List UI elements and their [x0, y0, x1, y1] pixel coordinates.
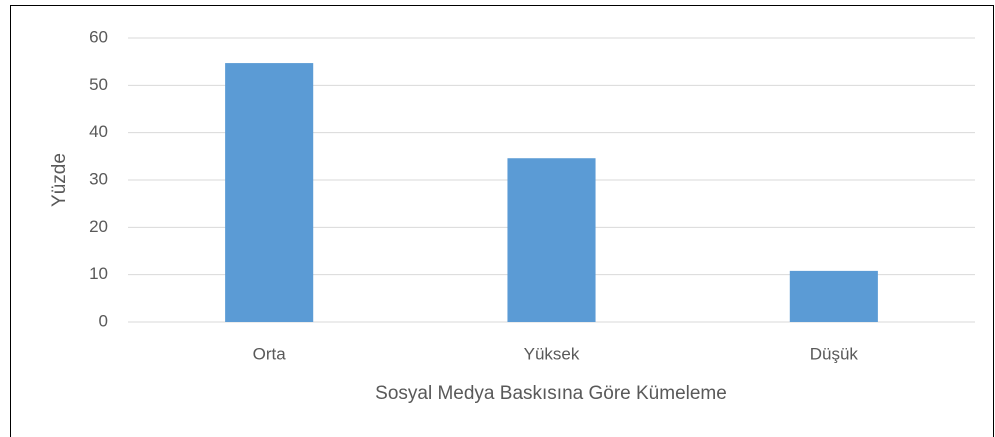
- y-tick-label: 10: [89, 264, 108, 283]
- y-axis-title: Yüzde: [49, 153, 70, 207]
- bar: [507, 158, 596, 322]
- y-tick-label: 30: [89, 169, 108, 188]
- y-tick-label: 20: [89, 217, 108, 236]
- x-axis-title: Sosyal Medya Baskısına Göre Kümeleme: [375, 383, 727, 404]
- x-tick-label: Düşük: [810, 344, 859, 363]
- y-tick-label: 50: [89, 75, 108, 94]
- y-tick-label: 60: [89, 27, 108, 46]
- chart-frame: [10, 5, 994, 437]
- y-tick-label: 40: [89, 122, 108, 141]
- x-tick-label: Orta: [253, 344, 287, 363]
- bar: [225, 63, 314, 322]
- bar: [789, 270, 878, 322]
- x-tick-label: Yüksek: [524, 344, 580, 363]
- y-tick-label: 0: [99, 311, 108, 330]
